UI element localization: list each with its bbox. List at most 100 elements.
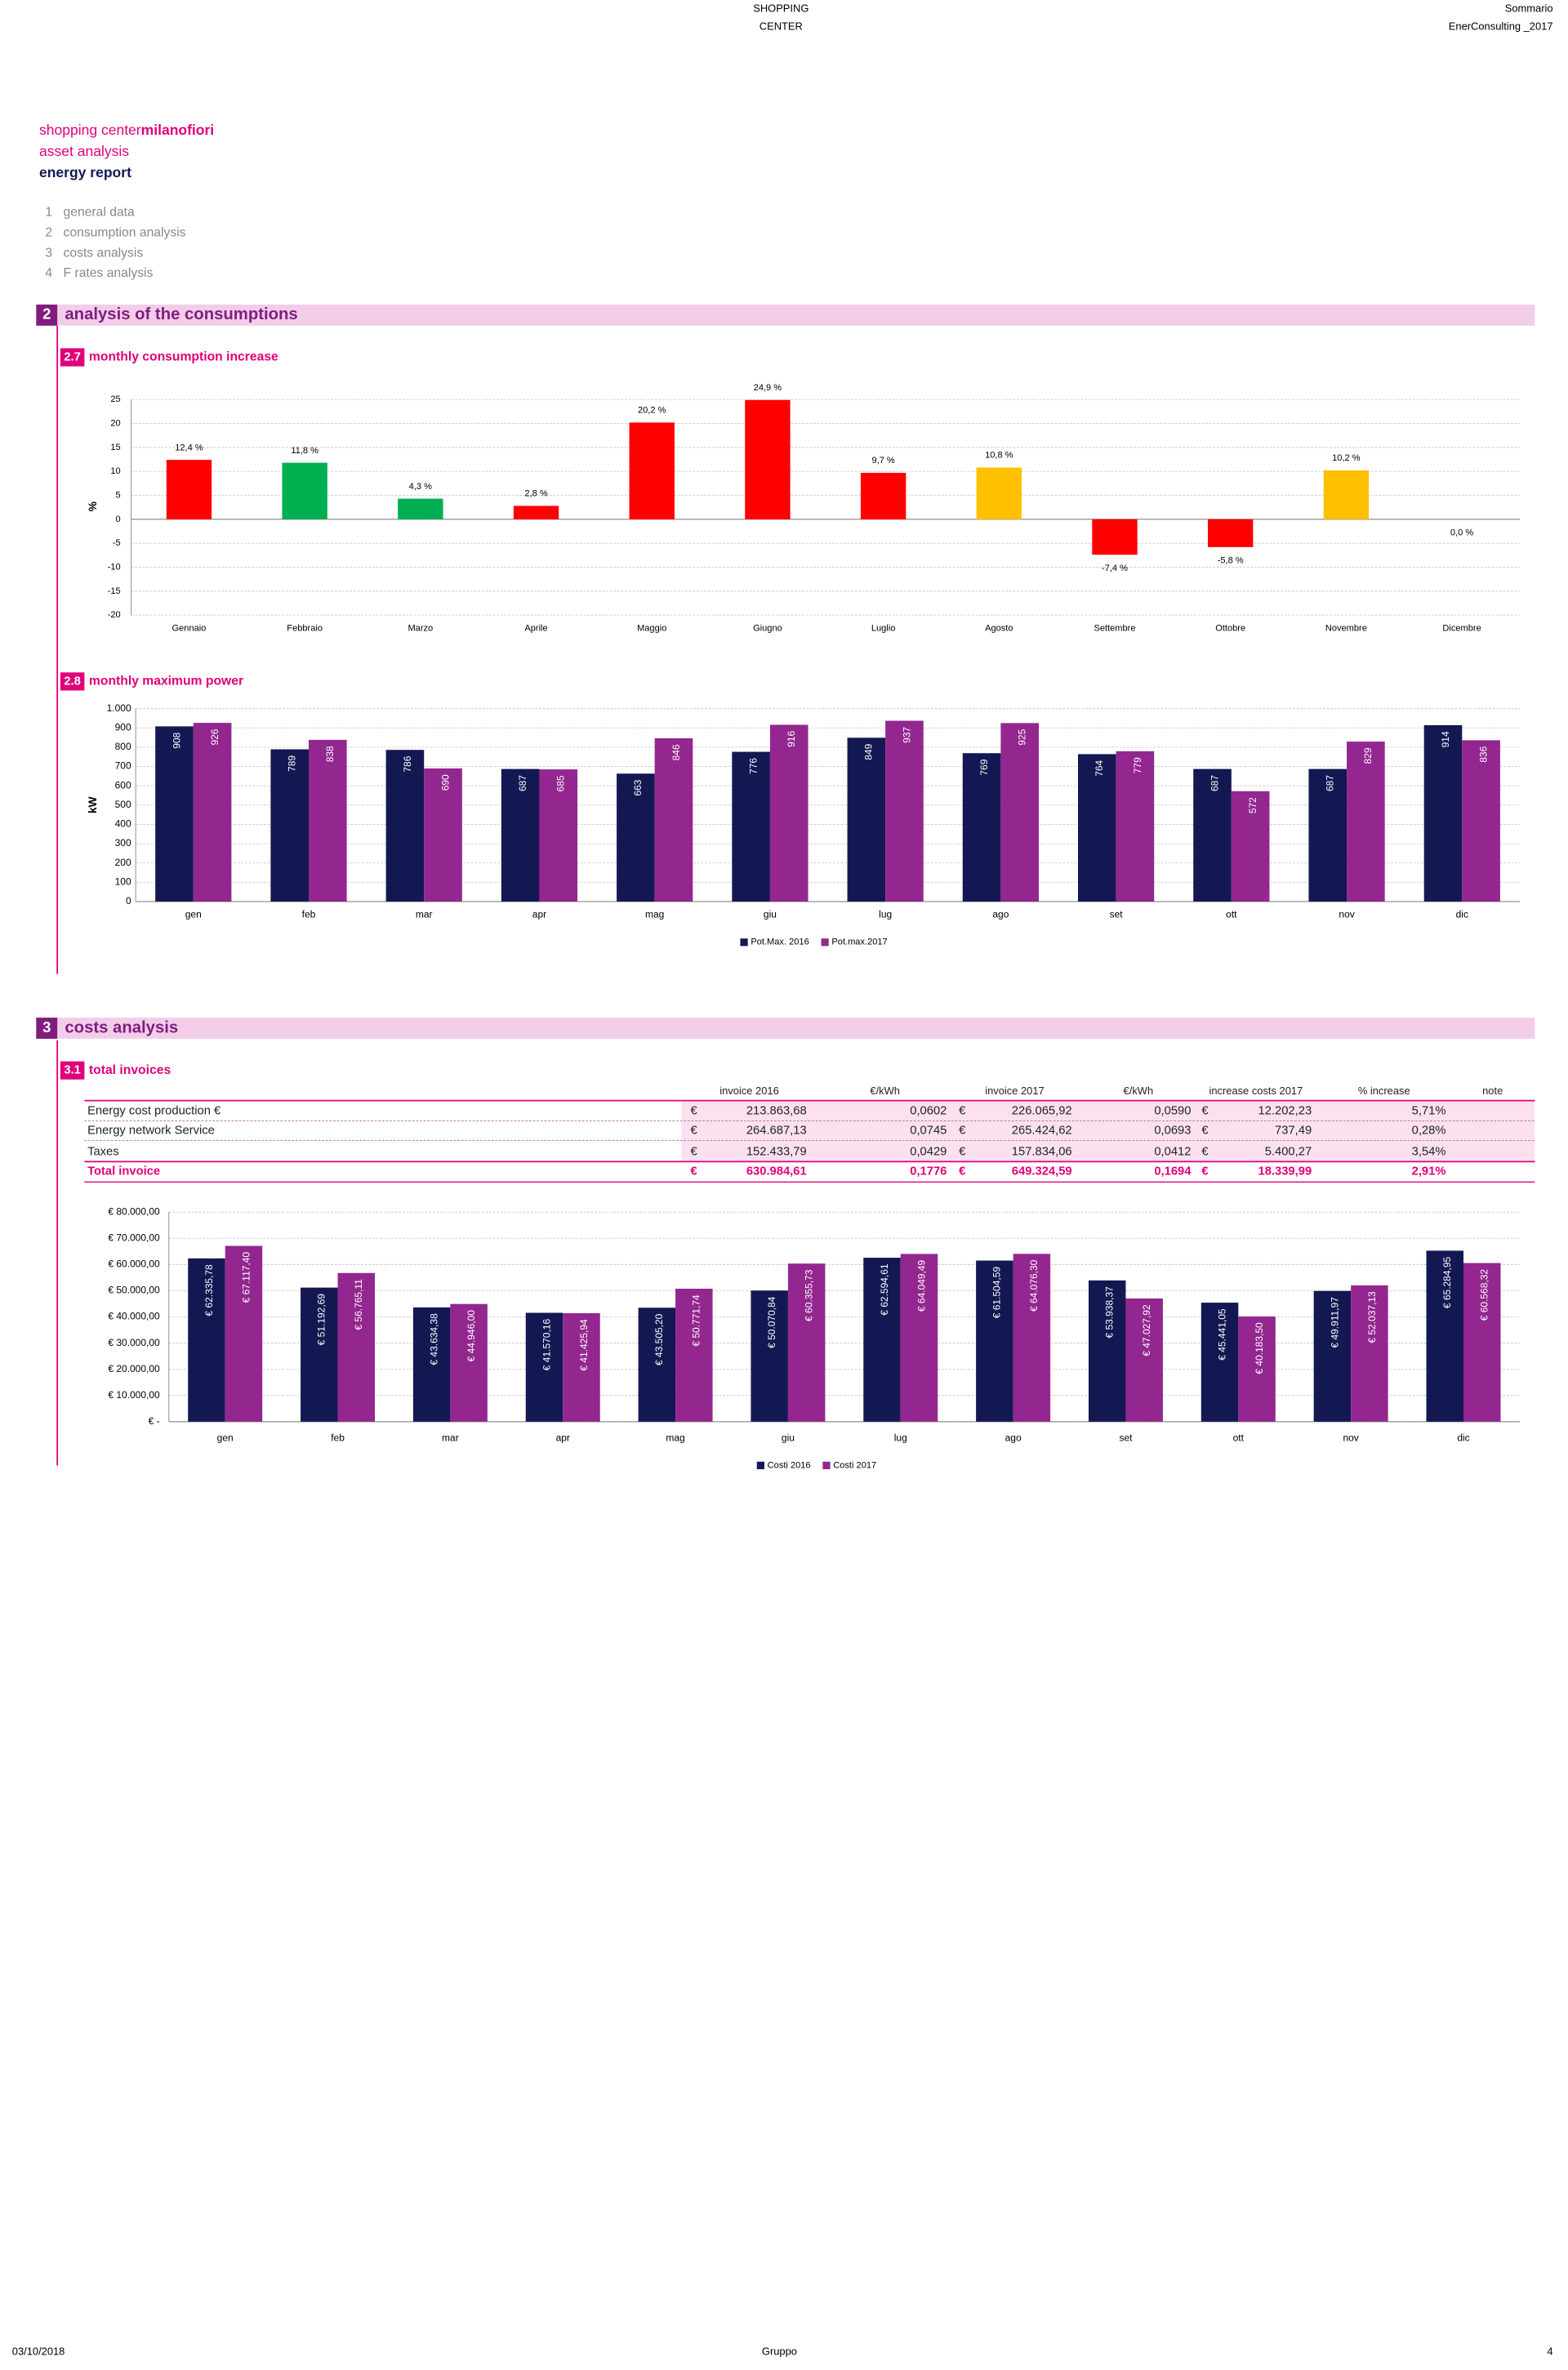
table-total: € <box>691 1165 697 1178</box>
data-label: -5,8 % <box>1218 555 1244 565</box>
bar <box>787 1263 826 1422</box>
menu-number: 3 <box>45 246 52 260</box>
header-right: Sommario <box>1505 2 1553 14</box>
data-label: 849 <box>863 743 875 760</box>
table-cell: Energy network Service <box>87 1124 215 1137</box>
table-cell: € <box>691 1124 697 1137</box>
data-label: 11,8 % <box>291 446 318 456</box>
data-label: 24,9 % <box>754 383 782 393</box>
bar <box>398 498 443 519</box>
table-cell: € <box>691 1145 697 1158</box>
table-cell: 213.863,68 <box>746 1104 807 1117</box>
y-tick-label: € 80.000,00 <box>108 1205 160 1217</box>
section-number-box <box>36 304 58 326</box>
bar <box>1000 723 1039 902</box>
y-tick-label: 900 <box>115 721 131 733</box>
x-tick-label: mag <box>666 1432 684 1443</box>
table-header: €/kWh <box>870 1085 900 1097</box>
bar <box>654 738 693 902</box>
data-label: 663 <box>632 779 644 795</box>
intro-bold: milanofiori <box>141 122 215 138</box>
table-total: 649.324,59 <box>1012 1165 1072 1178</box>
bar <box>617 773 655 902</box>
x-tick-label: dic <box>1457 1432 1469 1443</box>
subsection-title: total invoices <box>89 1063 172 1077</box>
data-label: 776 <box>747 758 759 774</box>
table-cell: € <box>959 1104 965 1117</box>
legend-label: Costi 2016 <box>768 1460 811 1470</box>
bar <box>638 1308 676 1422</box>
y-tick-label: -10 <box>108 562 121 572</box>
table-header: % increase <box>1358 1085 1410 1097</box>
legend-swatch <box>756 1461 764 1469</box>
data-label: 687 <box>517 775 528 791</box>
table-cell: 0,28% <box>1412 1124 1446 1137</box>
table-cell: Taxes <box>87 1145 119 1158</box>
data-label: 914 <box>1440 731 1451 747</box>
x-tick-label: Gennaio <box>172 624 207 634</box>
bar <box>675 1288 713 1422</box>
y-tick-label: 700 <box>115 760 131 772</box>
data-label: € 62.594,61 <box>879 1263 890 1316</box>
bar <box>563 1312 600 1422</box>
bar <box>976 1260 1013 1422</box>
table-total: 18.339,99 <box>1258 1165 1312 1178</box>
bar <box>732 751 770 902</box>
x-tick-label: dic <box>1456 909 1468 920</box>
bar <box>1463 1263 1501 1422</box>
data-label: € 51.192,69 <box>316 1294 327 1346</box>
data-label: € 64.076,30 <box>1028 1259 1040 1312</box>
y-tick-label: -5 <box>113 538 121 548</box>
legend-swatch <box>822 1461 831 1469</box>
bar <box>1313 1290 1352 1422</box>
footer-date: 03/10/2018 <box>12 2345 65 2357</box>
data-label: € 52.037,13 <box>1366 1291 1378 1343</box>
section-title: analysis of the consumptions <box>65 305 297 323</box>
bar <box>309 739 347 902</box>
bar <box>155 726 194 902</box>
table-cell: 265.424,62 <box>1012 1124 1072 1137</box>
data-label: 690 <box>439 774 451 791</box>
subsection-box <box>60 1061 85 1080</box>
y-tick-label: € 50.000,00 <box>108 1285 160 1296</box>
data-label: € 43.634,38 <box>429 1313 440 1365</box>
x-tick-label: mar <box>416 909 433 920</box>
data-label: 838 <box>324 746 336 762</box>
data-label: 925 <box>1017 728 1028 745</box>
bar <box>188 1258 225 1422</box>
data-label: 687 <box>1209 775 1220 791</box>
intro-title: energy report <box>39 164 131 180</box>
table-highlight <box>681 1100 1535 1161</box>
data-label: € 47.027,92 <box>1141 1304 1152 1357</box>
table-cell: 0,0590 <box>1154 1104 1191 1117</box>
table-total: € <box>959 1165 965 1178</box>
subsection-number: 3.1 <box>64 1064 81 1077</box>
bar <box>1193 768 1232 902</box>
data-label: € 49.911,97 <box>1329 1297 1340 1348</box>
legend-label: Pot.max.2017 <box>831 938 887 947</box>
table-header: note <box>1482 1085 1503 1097</box>
bar <box>385 750 425 902</box>
data-label: € 43.505,20 <box>653 1313 665 1365</box>
y-tick-label: -15 <box>108 586 121 596</box>
data-label: € 50.070,84 <box>766 1296 777 1348</box>
legend-swatch <box>740 938 748 947</box>
data-label: € 65.284,95 <box>1441 1256 1453 1308</box>
x-tick-label: giu <box>782 1432 795 1443</box>
bar <box>1231 791 1270 902</box>
y-tick-label: 300 <box>115 837 131 849</box>
menu-number: 4 <box>45 266 52 280</box>
table-cell: € <box>1201 1124 1208 1137</box>
data-label: € 62.335,78 <box>203 1264 215 1316</box>
data-label: 937 <box>901 727 912 743</box>
data-label: 687 <box>1325 775 1336 791</box>
y-tick-label: € 60.000,00 <box>108 1259 160 1270</box>
subsection-number: 2.8 <box>64 675 81 688</box>
bar <box>282 462 327 519</box>
y-tick-label: 600 <box>115 779 131 791</box>
x-tick-label: Maggio <box>637 624 666 634</box>
bar <box>847 737 886 902</box>
y-tick-label: 100 <box>115 875 131 887</box>
